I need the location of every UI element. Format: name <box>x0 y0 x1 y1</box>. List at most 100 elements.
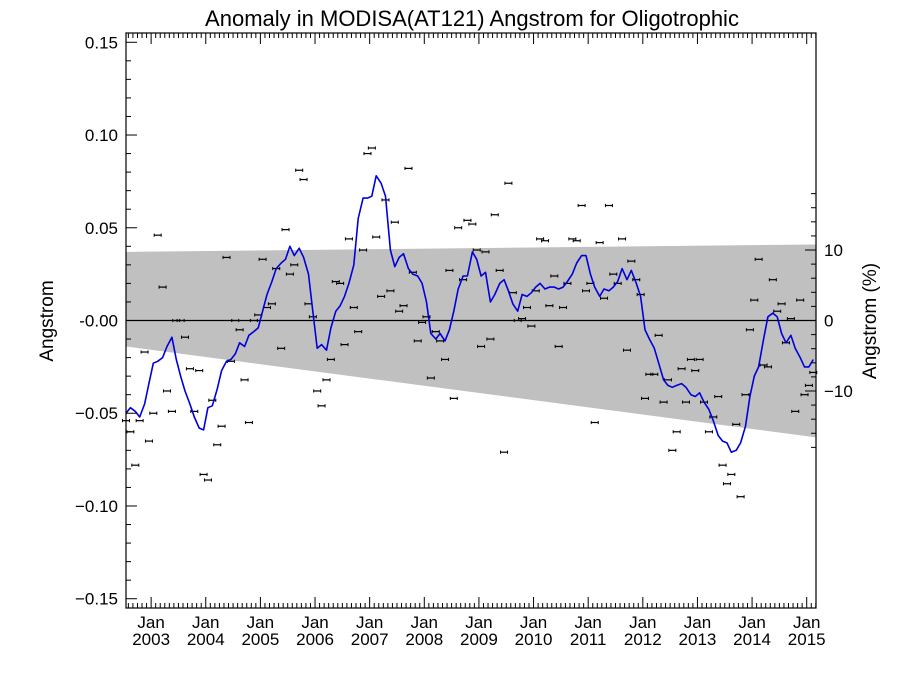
x-tick-label-year: 2014 <box>733 630 771 649</box>
data-point <box>609 272 618 276</box>
data-point <box>754 257 763 261</box>
x-tick-label-month: Jan <box>520 613 547 632</box>
data-point <box>741 393 750 397</box>
x-tick-label-month: Jan <box>411 613 438 632</box>
data-point <box>231 318 240 323</box>
x-tick-label-month: Jan <box>465 613 492 632</box>
axes: −0.15 −0.10 −0.05 -0.00 0.05 0.10 0.15 −10 0 10 Ja… <box>75 32 853 649</box>
x-tick-label-month: Jan <box>574 613 601 632</box>
data-point <box>326 357 335 362</box>
data-point <box>222 255 231 260</box>
data-point <box>704 430 713 434</box>
y2-tick-label: −10 <box>824 382 853 401</box>
data-point <box>426 376 435 380</box>
data-point <box>622 348 631 352</box>
data-point <box>773 309 782 313</box>
data-point <box>418 320 427 324</box>
data-point <box>454 226 463 230</box>
data-point <box>541 239 550 243</box>
plot-area <box>122 146 818 499</box>
data-point <box>518 317 527 321</box>
data-point <box>804 383 813 388</box>
data-point <box>344 237 353 241</box>
data-point <box>627 259 636 263</box>
data-point <box>322 378 331 382</box>
data-point <box>522 305 531 310</box>
data-point <box>786 317 795 321</box>
data-point <box>477 344 486 349</box>
data-point <box>659 400 668 404</box>
confidence-band <box>126 244 816 438</box>
data-point <box>441 357 450 362</box>
chart-title: Anomaly in MODISA(AT121) Angstrom for Ol… <box>205 6 739 31</box>
y-axis-label: Angstrom <box>37 280 58 361</box>
y-tick-label: 0.05 <box>85 219 118 238</box>
data-point <box>709 415 718 419</box>
data-point <box>258 257 267 261</box>
data-point <box>536 237 545 241</box>
data-point <box>158 285 167 289</box>
data-point <box>363 151 372 156</box>
data-point <box>582 289 590 293</box>
x-tick-label-month: Jan <box>738 613 765 632</box>
data-point <box>395 309 404 313</box>
data-point <box>695 357 704 362</box>
data-point <box>349 305 358 310</box>
data-point <box>431 330 440 334</box>
data-point <box>285 272 294 276</box>
x-tick-label-month: Jan <box>301 613 328 632</box>
data-point <box>459 278 468 282</box>
data-point <box>686 357 695 362</box>
data-point <box>495 268 504 273</box>
x-tick-label-year: 2005 <box>241 630 279 649</box>
data-point <box>445 268 454 273</box>
x-tick-label-year: 2009 <box>460 630 498 649</box>
data-point <box>681 400 690 404</box>
x-tick-label-month: Jan <box>247 613 274 632</box>
data-point <box>791 409 800 413</box>
data-point <box>472 248 481 252</box>
data-point <box>577 203 586 208</box>
data-point <box>595 240 604 245</box>
data-point <box>513 318 522 323</box>
y-tick-label: −0.05 <box>75 404 118 423</box>
data-point <box>736 495 745 499</box>
data-point <box>481 250 490 254</box>
y-tick-label: −0.15 <box>75 590 118 609</box>
data-point <box>399 304 408 308</box>
data-point <box>267 302 276 306</box>
y-tick-label: 0.10 <box>85 126 118 145</box>
data-point <box>313 389 322 393</box>
data-point <box>672 430 681 434</box>
data-point <box>144 439 153 443</box>
data-point <box>550 274 559 278</box>
y2-tick-label: 0 <box>824 312 833 331</box>
data-point <box>281 228 290 232</box>
data-point <box>759 363 768 367</box>
data-point <box>199 472 208 477</box>
data-point <box>722 482 731 486</box>
data-point <box>195 368 204 373</box>
x-tick-label-year: 2015 <box>788 630 826 649</box>
data-point <box>377 294 386 298</box>
x-tick-label-year: 2012 <box>624 630 662 649</box>
data-point <box>413 339 422 343</box>
data-point <box>290 263 299 267</box>
data-point <box>796 298 805 302</box>
data-point <box>181 335 190 339</box>
data-point <box>359 248 368 252</box>
data-point <box>203 478 212 482</box>
x-tick-label-year: 2011 <box>570 630 607 649</box>
data-point <box>153 233 162 237</box>
x-tick-label-year: 2013 <box>679 630 717 649</box>
data-point <box>235 328 244 332</box>
data-point <box>618 237 627 241</box>
data-point <box>568 237 577 241</box>
data-point <box>604 203 613 208</box>
data-point <box>135 419 144 423</box>
x-tick-label-month: Jan <box>629 613 656 632</box>
x-tick-label-month: Jan <box>192 613 219 632</box>
data-point <box>732 422 741 426</box>
x-tick-label-year: 2007 <box>351 630 389 649</box>
